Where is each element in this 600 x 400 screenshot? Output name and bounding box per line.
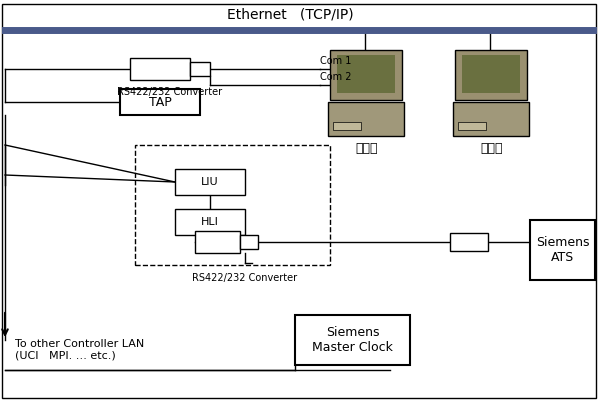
Bar xyxy=(175,209,245,235)
Text: Siemens
Master Clock: Siemens Master Clock xyxy=(312,326,393,354)
Text: TAP: TAP xyxy=(149,96,172,108)
Bar xyxy=(458,122,486,130)
Bar xyxy=(462,55,520,93)
Bar xyxy=(333,122,361,130)
Text: HLI: HLI xyxy=(201,217,219,227)
Bar xyxy=(453,102,529,136)
Text: Siemens
ATS: Siemens ATS xyxy=(536,236,589,264)
Bar xyxy=(175,169,245,195)
Bar xyxy=(450,233,488,251)
Text: Ethernet   (TCP/IP): Ethernet (TCP/IP) xyxy=(227,8,353,22)
Text: RS422/232 Converter: RS422/232 Converter xyxy=(118,87,223,97)
Bar xyxy=(328,102,404,136)
Text: To other Controller LAN
(UCI   MPI. … etc.): To other Controller LAN (UCI MPI. … etc.… xyxy=(15,339,144,361)
Bar xyxy=(295,315,410,365)
Bar xyxy=(330,50,402,100)
Text: LIU: LIU xyxy=(201,177,219,187)
Bar xyxy=(190,62,210,76)
Bar xyxy=(337,55,395,93)
Bar xyxy=(130,58,190,80)
Text: Com 2: Com 2 xyxy=(320,72,352,82)
Bar xyxy=(135,145,330,265)
Bar xyxy=(120,89,200,115)
Text: Com 1: Com 1 xyxy=(320,56,352,66)
Bar xyxy=(455,50,527,100)
Bar xyxy=(240,235,258,249)
Bar xyxy=(195,231,240,253)
Bar xyxy=(530,220,595,280)
Text: RS422/232 Converter: RS422/232 Converter xyxy=(193,273,298,283)
Text: 备份站: 备份站 xyxy=(481,142,503,154)
Text: 工作站: 工作站 xyxy=(356,142,378,154)
